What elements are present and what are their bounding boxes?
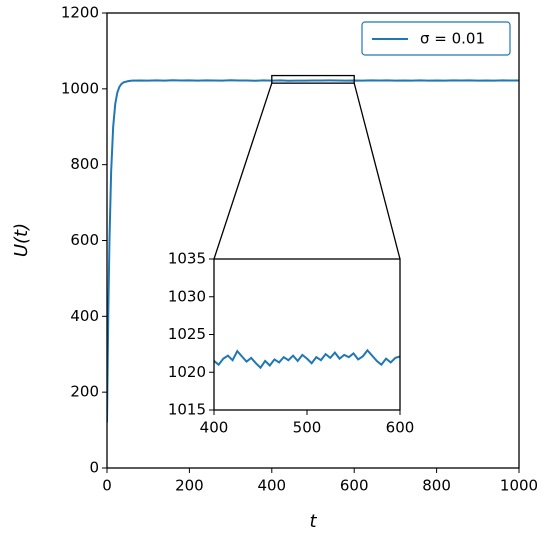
y-tick-label: 800 xyxy=(70,155,99,173)
zoom-connector xyxy=(353,82,401,260)
y-tick-label: 1000 xyxy=(61,79,99,97)
zoom-connector xyxy=(213,82,273,260)
y-tick-label: 1025 xyxy=(168,325,206,343)
x-tick-label: 600 xyxy=(386,419,415,437)
y-tick-label: 0 xyxy=(89,459,99,477)
x-tick-label: 600 xyxy=(340,477,369,495)
x-tick-label: 800 xyxy=(422,477,451,495)
x-axis-label: t xyxy=(309,511,317,532)
y-tick-label: 1015 xyxy=(168,401,206,419)
y-tick-label: 1020 xyxy=(168,363,206,381)
x-tick-label: 400 xyxy=(200,419,229,437)
legend-label: σ = 0.01 xyxy=(420,30,485,48)
data-line xyxy=(107,79,519,423)
y-axis-label: U(t) xyxy=(11,223,32,257)
y-tick-label: 600 xyxy=(70,231,99,249)
x-tick-label: 0 xyxy=(102,477,112,495)
y-tick-label: 1200 xyxy=(61,4,99,22)
x-tick-label: 1000 xyxy=(500,477,538,495)
zoom-box xyxy=(271,74,355,84)
y-tick-label: 400 xyxy=(70,307,99,325)
data-line xyxy=(214,348,400,370)
y-tick-label: 1035 xyxy=(168,250,206,268)
x-tick-label: 400 xyxy=(257,477,286,495)
x-tick-label: 500 xyxy=(293,419,322,437)
inset-background xyxy=(214,259,400,410)
legend-box xyxy=(361,21,511,56)
y-tick-label: 1030 xyxy=(168,287,206,305)
y-tick-label: 200 xyxy=(70,383,99,401)
x-tick-label: 200 xyxy=(175,477,204,495)
